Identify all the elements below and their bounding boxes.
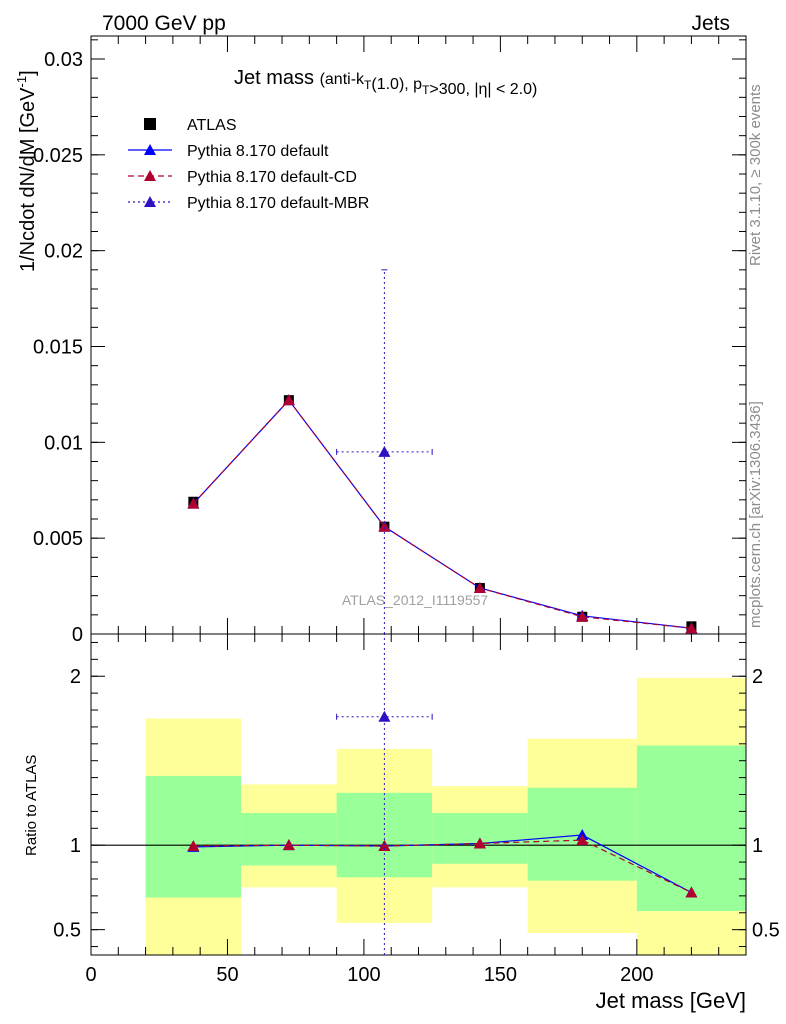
ratio-xlabel: Jet mass [GeV] [596,988,746,1013]
ratio-yticklabel: 0.5 [53,920,81,942]
legend: ATLAS Pythia 8.170 default Pythia 8.170 de… [128,117,369,212]
main-series-point [378,520,391,532]
legend-label: ATLAS [187,117,237,134]
ratio-xticklabel: 200 [620,964,653,986]
main-series-point [282,394,295,406]
legend-label: Pythia 8.170 default-MBR [187,195,369,212]
ratio-yticklabel-right: 2 [752,666,763,688]
legend-label: Pythia 8.170 default-CD [187,169,357,186]
ratio-plot-panel: 0.5 0.5 1 1 2 2 0 50 100 150 200 [53,633,780,986]
main-series-point [187,497,200,509]
main-plot-panel: 0 0.005 0.01 0.015 0.02 0.025 0.03 ATLAS_2012_I… [33,35,747,646]
ratio-ylabel: Ratio to ATLAS [23,755,40,856]
main-yticklabel: 0.03 [44,49,83,71]
ratio-series-point [685,886,698,898]
ratio-xticklabel: 150 [484,964,517,986]
ratio-series-point [282,839,295,851]
ratio-series-point [576,834,589,846]
watermark-text: ATLAS_2012_I1119557 [342,592,489,608]
ratio-yticklabel: 2 [70,666,81,688]
legend-triangle-marker [144,170,156,181]
ratio-series-point [378,840,391,852]
legend-triangle-marker [144,144,156,155]
main-yticklabel: 0.005 [33,528,83,550]
ratio-xticklabel: 50 [216,964,238,986]
main-series-point [576,610,589,622]
ratio-stat-band [636,745,746,912]
legend-label: Pythia 8.170 default [187,143,329,160]
main-yticklabel: 0.015 [33,337,83,359]
main-yticklabel: 0.01 [44,432,83,454]
main-yticklabel: 0 [72,624,83,646]
main-yticklabel: 0.025 [33,145,83,167]
ratio-stat-band [145,775,242,898]
main-series-point [685,622,698,634]
ratio-xticklabel: 100 [347,964,380,986]
header-left-text: 7000 GeV pp [102,12,226,35]
main-title: Jet mass (anti-kT(1.0), pT>300, |η| < 2.… [234,67,537,98]
header-right-text: Jets [691,12,730,35]
ratio-yticklabel: 1 [70,835,81,857]
main-series-point [473,582,486,593]
side-top-text: Rivet 3.1.10, ≥ 300k events [747,84,764,266]
ratio-yticklabel-right: 1 [752,835,763,857]
ratio-series-point [378,710,391,722]
main-series-line [192,399,692,629]
side-bottom-text: mcplots.cern.ch [arXiv:1306.3436] [747,401,764,628]
main-yticklabel: 0.02 [44,241,83,263]
ratio-yticklabel-right: 0.5 [752,920,780,942]
legend-atlas-marker [144,118,156,130]
ratio-series-point [187,840,200,852]
ratio-xticklabel: 0 [85,964,96,986]
legend-triangle-marker [144,196,156,207]
main-series-point [378,445,391,457]
ratio-series-line [193,834,692,894]
main-ylabel: 1/Ncdot dN/dM [GeV-1] [14,70,39,272]
ratio-series-point [473,837,486,849]
